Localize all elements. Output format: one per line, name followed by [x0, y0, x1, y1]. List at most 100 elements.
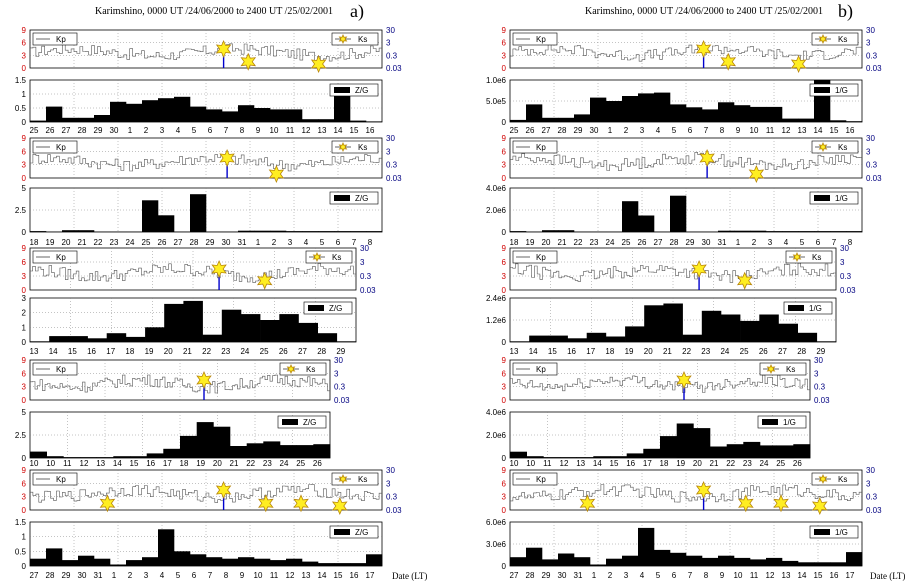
kp-tick-label: 9 — [22, 466, 27, 475]
date-tick-label: 16 — [626, 459, 635, 468]
date-tick-label: 6 — [336, 238, 341, 247]
date-label-a: Date (LT) — [392, 571, 428, 581]
bar — [286, 558, 303, 566]
bar — [246, 443, 264, 458]
date-tick-label: 19 — [46, 238, 55, 247]
bar — [238, 557, 255, 566]
bar — [740, 320, 760, 342]
bar — [46, 106, 63, 122]
date-tick-label: 28 — [670, 238, 679, 247]
date-tick-label: 29 — [206, 238, 215, 247]
ks-event-star — [676, 371, 692, 389]
date-tick-label: 14 — [798, 571, 807, 580]
ks-legend-label: Ks — [306, 365, 315, 374]
ks-event-star — [215, 40, 232, 58]
bar-legend-label: 1/G — [835, 194, 848, 203]
bar — [543, 457, 561, 458]
date-tick-label: 6 — [192, 571, 197, 580]
date-tick-label: 1 — [256, 238, 261, 247]
date-tick-label: 10 — [526, 459, 535, 468]
date-tick-label: 2 — [752, 238, 757, 247]
kp-series-line — [510, 374, 810, 393]
bar-y-tick-label: 2.5 — [15, 431, 27, 440]
bar — [142, 557, 159, 566]
date-tick-label: 13 — [96, 459, 105, 468]
date-tick-label: 20 — [213, 459, 222, 468]
bar-legend-swatch — [334, 195, 350, 201]
date-tick-label: 19 — [676, 459, 685, 468]
ks-tick-label: 0.03 — [840, 286, 856, 295]
date-tick-label: 14 — [318, 571, 327, 580]
date-tick-label: 3 — [768, 238, 773, 247]
date-tick-label: 25 — [296, 459, 305, 468]
kp-tick-label: 3 — [502, 161, 507, 170]
bar — [334, 563, 351, 566]
date-tick-label: 13 — [782, 571, 791, 580]
bar-y-tick-label: 2.0e6 — [486, 206, 507, 215]
bar — [610, 456, 627, 458]
ks-tick-label: 0.3 — [360, 272, 372, 281]
date-tick-label: 26 — [526, 126, 535, 135]
date-tick-label: 28 — [526, 571, 535, 580]
kp-tick-label: 3 — [502, 493, 507, 502]
date-tick-label: 3 — [288, 238, 293, 247]
date-tick-label: 27 — [62, 126, 71, 135]
bar — [125, 336, 146, 342]
bar-y-tick-label: 1.5 — [15, 76, 27, 85]
date-tick-label: 13 — [576, 459, 585, 468]
panel-b-title: Karimshino, 0000 UT /24/06/2000 to 2400 … — [585, 6, 823, 17]
kp-legend-label: Kp — [536, 365, 546, 374]
bar — [318, 231, 335, 232]
date-tick-label: 25 — [622, 238, 631, 247]
ks-legend-star — [766, 363, 776, 375]
bar — [638, 215, 655, 232]
bar — [158, 98, 175, 122]
ks-tick-label: 30 — [334, 356, 343, 365]
ks-legend-star — [818, 141, 828, 153]
bar — [816, 341, 837, 342]
date-tick-label: 1 — [608, 126, 613, 135]
bar-y-tick-label: 0 — [22, 562, 27, 571]
kp-series-line — [30, 154, 382, 172]
date-tick-label: 26 — [638, 238, 647, 247]
bar-legend-label: 1/G — [809, 304, 822, 313]
bar — [126, 103, 143, 122]
kp-legend-label: Kp — [536, 35, 546, 44]
ks-event-star — [211, 260, 227, 278]
date-tick-label: 27 — [510, 571, 519, 580]
date-tick-label: 14 — [593, 459, 602, 468]
date-tick-label: 14 — [529, 347, 538, 356]
bar — [654, 92, 671, 122]
date-tick-label: 27 — [30, 571, 39, 580]
bar — [846, 552, 863, 566]
ks-tick-label: 0.3 — [866, 161, 878, 170]
date-tick-label: 10 — [734, 571, 743, 580]
bar — [542, 230, 559, 232]
bar-y-tick-label: 1 — [22, 90, 27, 99]
bar — [196, 422, 214, 458]
kp-tick-label: 0 — [22, 286, 27, 295]
kp-tick-label: 6 — [502, 479, 507, 488]
bar — [693, 428, 711, 458]
bar — [302, 119, 319, 122]
date-tick-label: 29 — [542, 571, 551, 580]
date-tick-label: 21 — [230, 459, 239, 468]
date-tick-label: 24 — [720, 347, 729, 356]
ks-legend-star — [312, 251, 322, 263]
date-tick-label: 6 — [672, 571, 677, 580]
ks-event-star — [268, 165, 285, 183]
date-tick-label: 19 — [145, 347, 154, 356]
date-tick-label: 1 — [592, 571, 597, 580]
bar-legend-label: 1/G — [835, 86, 848, 95]
bar-y-tick-label: 4.0e6 — [486, 184, 507, 193]
date-tick-label: 20 — [542, 238, 551, 247]
bar — [302, 231, 319, 232]
bar — [230, 446, 247, 458]
date-tick-label: 7 — [832, 238, 837, 247]
bar-legend-swatch — [788, 305, 804, 311]
date-tick-label: 11 — [270, 571, 279, 580]
date-tick-label: 10 — [510, 459, 519, 468]
ks-tick-label: 0.3 — [386, 161, 398, 170]
bar — [622, 201, 639, 232]
kp-tick-label: 6 — [22, 147, 27, 156]
